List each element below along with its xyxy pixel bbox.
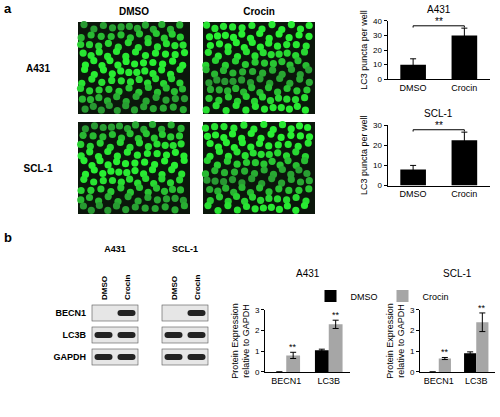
svg-text:Protein Expressionrelative to: Protein Expressionrelative to GAPDH [230, 303, 252, 379]
svg-text:DMSO: DMSO [400, 83, 427, 93]
svg-text:1: 1 [255, 347, 260, 356]
svg-text:LC3B: LC3B [465, 376, 488, 386]
svg-text:1: 1 [410, 347, 415, 356]
svg-text:b: b [4, 230, 12, 245]
svg-text:Crocin: Crocin [243, 6, 275, 17]
svg-text:10: 10 [373, 60, 382, 69]
svg-text:a: a [4, 1, 12, 16]
svg-text:10: 10 [373, 161, 382, 170]
svg-text:SCL-1: SCL-1 [424, 108, 453, 119]
svg-text:3: 3 [255, 306, 260, 315]
svg-text:SCL-1: SCL-1 [172, 244, 198, 254]
svg-text:A431: A431 [427, 4, 451, 15]
svg-text:**: ** [478, 303, 486, 313]
svg-text:Crocin: Crocin [423, 292, 449, 302]
svg-text:40: 40 [373, 17, 382, 26]
svg-text:3: 3 [410, 306, 415, 315]
svg-text:30: 30 [373, 31, 382, 40]
svg-text:SCL-1: SCL-1 [24, 163, 53, 174]
svg-text:2: 2 [255, 326, 260, 335]
svg-text:A431: A431 [104, 244, 126, 254]
svg-text:A431: A431 [296, 268, 320, 279]
svg-text:20: 20 [373, 141, 382, 150]
svg-text:Crocin: Crocin [193, 275, 202, 300]
svg-text:0: 0 [377, 181, 382, 190]
svg-text:20: 20 [373, 46, 382, 55]
svg-text:DMSO: DMSO [351, 292, 378, 302]
svg-text:0: 0 [410, 368, 415, 377]
svg-text:DMSO: DMSO [119, 6, 149, 17]
svg-text:**: ** [435, 120, 443, 131]
svg-text:LC3B: LC3B [62, 330, 86, 340]
svg-text:SCL-1: SCL-1 [443, 268, 472, 279]
svg-text:BECN1: BECN1 [424, 376, 454, 386]
svg-text:Protein Expressionrelative to: Protein Expressionrelative to GAPDH [385, 303, 407, 379]
svg-text:Crocin: Crocin [123, 275, 132, 300]
svg-text:**: ** [289, 342, 297, 352]
svg-text:DMSO: DMSO [170, 276, 179, 300]
svg-text:BECN1: BECN1 [55, 308, 86, 318]
svg-text:2: 2 [410, 326, 415, 335]
svg-text:A431: A431 [26, 63, 50, 74]
svg-text:0: 0 [255, 368, 260, 377]
svg-text:LC3B: LC3B [317, 376, 340, 386]
svg-text:LC3 puncta per well: LC3 puncta per well [359, 116, 369, 196]
svg-text:BECN1: BECN1 [271, 376, 301, 386]
svg-text:**: ** [435, 16, 443, 27]
svg-text:**: ** [441, 347, 449, 357]
svg-text:Crocin: Crocin [451, 189, 477, 199]
svg-text:DMSO: DMSO [400, 189, 427, 199]
svg-text:GAPDH: GAPDH [53, 352, 86, 362]
svg-text:Crocin: Crocin [451, 83, 477, 93]
svg-text:30: 30 [373, 121, 382, 130]
svg-text:LC3 puncta per well: LC3 puncta per well [359, 10, 369, 90]
svg-text:0: 0 [377, 75, 382, 84]
svg-text:DMSO: DMSO [100, 276, 109, 300]
svg-text:**: ** [332, 310, 340, 320]
